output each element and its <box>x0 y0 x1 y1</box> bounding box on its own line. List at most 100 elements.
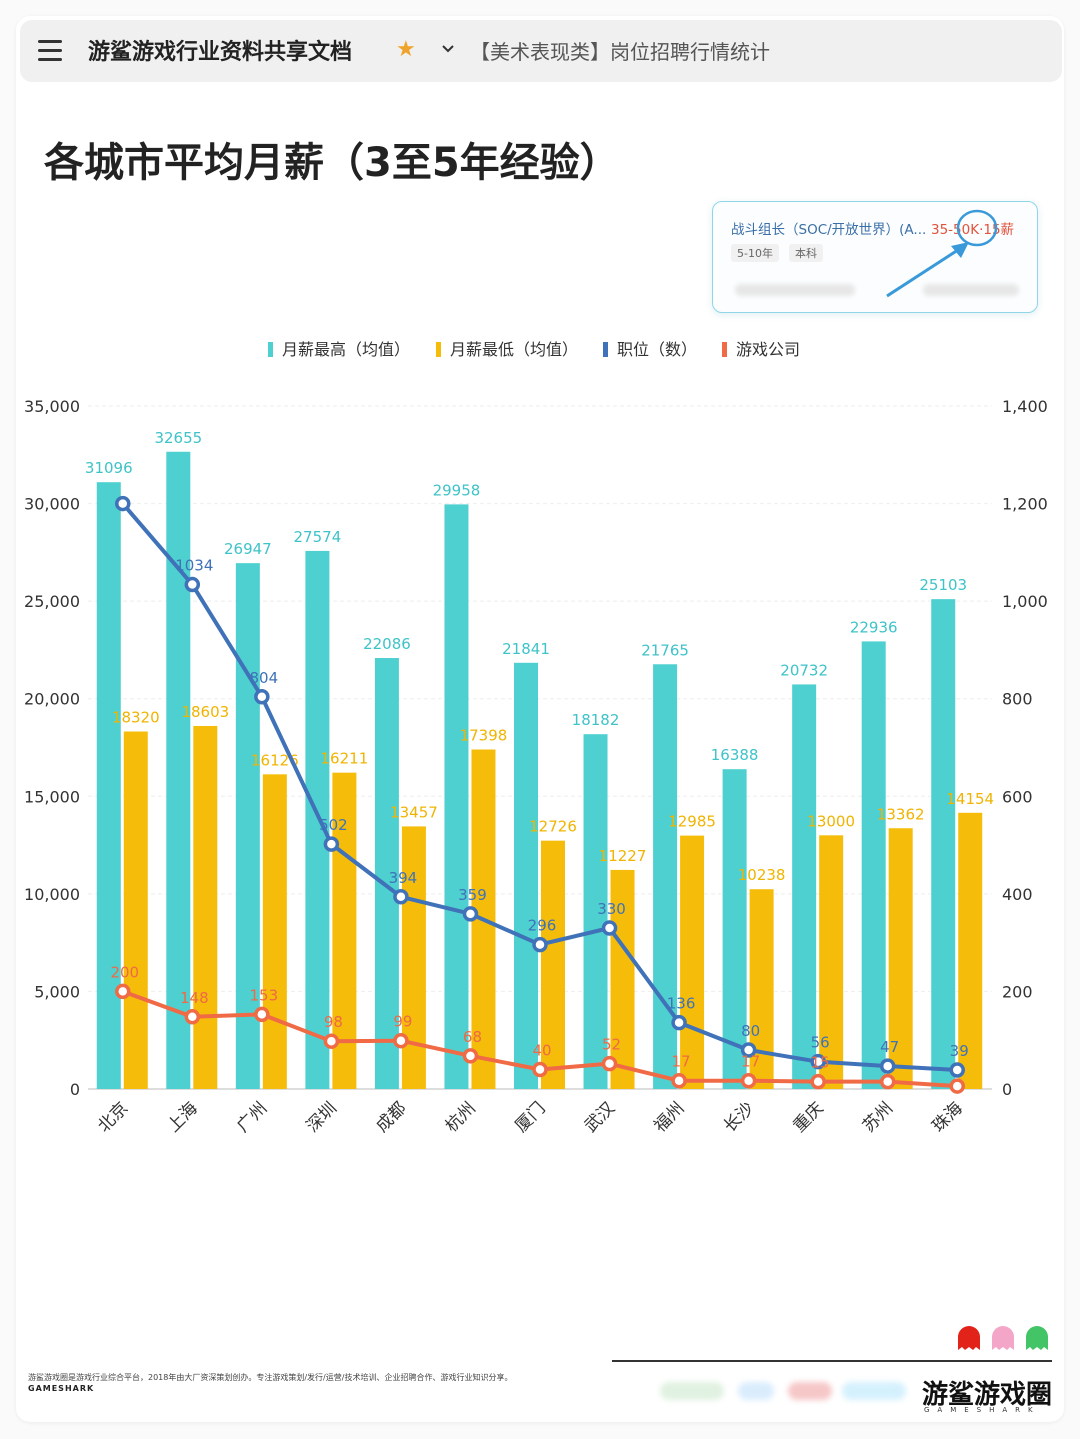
bar-value-label: 16126 <box>251 751 299 769</box>
y-tick-right: 600 <box>1002 787 1033 806</box>
y-tick-left: 30,000 <box>24 495 80 514</box>
x-tick-label: 北京 <box>94 1098 132 1136</box>
bar-value-label: 13362 <box>877 805 925 823</box>
point-value-label: 148 <box>180 989 209 1007</box>
bar-value-label: 16388 <box>711 746 759 764</box>
bar <box>305 550 330 1089</box>
point-value-label: 80 <box>741 1022 760 1040</box>
section-title[interactable]: 【美术表现类】岗位招聘行情统计 <box>470 40 770 64</box>
menu-icon[interactable] <box>38 40 62 61</box>
x-tick-label: 广州 <box>233 1098 271 1136</box>
legend-swatch <box>268 342 273 357</box>
bar <box>235 563 260 1089</box>
point-value-label: 359 <box>458 886 487 904</box>
bar <box>792 684 817 1089</box>
line-point <box>810 1053 826 1070</box>
bar-value-label: 22086 <box>363 635 411 653</box>
x-tick-label: 上海 <box>164 1098 202 1136</box>
line-point <box>879 1058 896 1074</box>
bar-value-label: 21841 <box>502 640 550 658</box>
bar <box>888 828 913 1089</box>
bar-value-label: 32655 <box>154 429 202 447</box>
point-value-label: 40 <box>532 1041 551 1059</box>
doc-title[interactable]: 游鲨游戏行业资料共享文档 <box>88 40 353 65</box>
bar <box>861 641 886 1089</box>
bar <box>541 840 565 1089</box>
partner-logo <box>738 1382 774 1400</box>
bar <box>96 482 121 1089</box>
highlight-arrow-icon <box>886 209 998 298</box>
point-value-label: 296 <box>528 917 557 935</box>
legend-label: 职位（数） <box>617 340 697 359</box>
bar <box>722 769 747 1089</box>
x-tick-label: 杭州 <box>442 1098 480 1136</box>
bar-value-label: 12985 <box>668 813 716 831</box>
line-point <box>393 1032 409 1049</box>
job-title: 战斗组长（SOC/开放世界）(A... <box>731 222 927 238</box>
line-point <box>184 576 201 593</box>
x-tick-label: 重庆 <box>790 1098 828 1136</box>
footer-note: 游鲨游戏圈是游戏行业综合平台，2018年由大厂资深策划创办。专注游戏策划/发行/… <box>28 1373 513 1382</box>
bar-value-label: 18603 <box>181 703 229 721</box>
bar <box>583 734 608 1089</box>
point-value-label: 17 <box>741 1053 760 1071</box>
line-point <box>740 1042 757 1058</box>
point-value-label: 330 <box>597 900 626 918</box>
bar-value-label: 31096 <box>85 459 133 477</box>
line-point <box>532 936 548 953</box>
y-tick-left: 15,000 <box>24 787 80 806</box>
point-value-label: 136 <box>667 995 696 1013</box>
line-point <box>949 1062 965 1078</box>
bar-value-label: 18182 <box>572 711 620 729</box>
bar-value-label: 14154 <box>946 790 994 808</box>
top-bar <box>20 20 1062 82</box>
bar <box>262 774 287 1089</box>
legend-label: 月薪最低（均值） <box>450 340 578 359</box>
point-value-label: 99 <box>393 1013 412 1031</box>
legend-label: 月薪最高（均值） <box>282 340 410 359</box>
bar <box>680 835 705 1089</box>
line-point <box>254 1006 270 1023</box>
line-point <box>532 1061 548 1078</box>
x-tick-label: 武汉 <box>581 1098 619 1136</box>
bar <box>193 725 218 1089</box>
line-point <box>601 1055 618 1072</box>
bar <box>931 599 956 1089</box>
star-icon[interactable]: ★ <box>396 37 416 62</box>
line-point <box>254 689 270 705</box>
bar-value-label: 17398 <box>460 726 508 744</box>
job-posting-card[interactable]: 战斗组长（SOC/开放世界）(A... 35-50K·15薪 5-10年 本科 <box>712 201 1038 313</box>
bar <box>123 731 148 1089</box>
partner-logo <box>660 1382 724 1400</box>
line-point <box>462 1048 479 1064</box>
point-value-label: 502 <box>319 816 348 834</box>
point-value-label: 15 <box>811 1054 830 1072</box>
chevron-down-icon[interactable] <box>440 41 456 57</box>
bar <box>374 658 399 1089</box>
point-value-label: 56 <box>811 1034 830 1052</box>
point-value-label: 39 <box>950 1042 969 1060</box>
x-tick-label: 深圳 <box>303 1098 341 1136</box>
bar-value-label: 22936 <box>850 618 898 636</box>
bar <box>610 869 635 1089</box>
y-tick-right: 1,400 <box>1002 397 1048 416</box>
partner-logo <box>842 1382 906 1400</box>
y-tick-left: 10,000 <box>24 885 80 904</box>
line-point <box>184 1009 201 1025</box>
line-point <box>393 889 409 905</box>
y-tick-left: 5,000 <box>34 982 80 1001</box>
x-tick-label: 成都 <box>372 1098 410 1136</box>
bar-value-label: 25103 <box>919 576 967 594</box>
bar-value-label: 21765 <box>641 641 689 659</box>
bar-value-label: 10238 <box>738 866 786 884</box>
bar <box>514 662 538 1089</box>
point-value-label: 98 <box>324 1013 343 1031</box>
point-value-label: 52 <box>602 1036 621 1054</box>
line-point <box>671 1014 687 1031</box>
y-tick-left: 20,000 <box>24 690 80 709</box>
footer-divider <box>612 1360 1052 1362</box>
point-value-label: 804 <box>250 669 279 687</box>
bar <box>401 826 426 1089</box>
point-value-label: 1034 <box>175 557 213 575</box>
bar-value-label: 20732 <box>780 661 828 679</box>
